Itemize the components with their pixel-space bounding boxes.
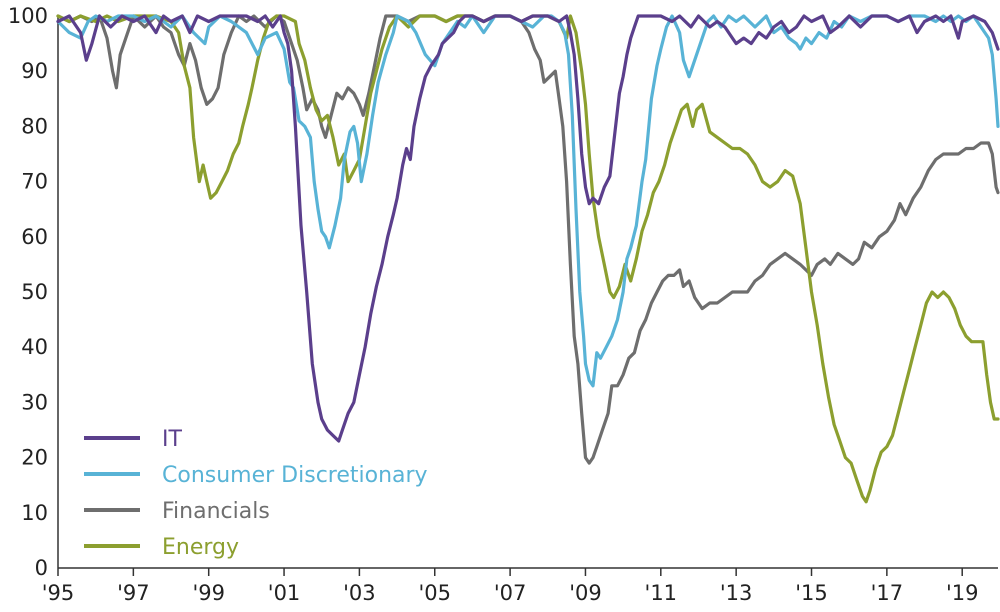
x-tick-label: '05 [419, 581, 452, 605]
x-tick-label: '09 [569, 581, 602, 605]
x-tick-label: '95 [42, 581, 75, 605]
x-tick-label: '11 [645, 581, 678, 605]
x-tick-label: '13 [720, 581, 753, 605]
y-tick-label: 60 [21, 225, 48, 249]
series-line-energy [56, 14, 1000, 504]
x-tick-label: '17 [871, 581, 904, 605]
x-tick-label: '07 [494, 581, 527, 605]
x-tick-label: '15 [795, 581, 828, 605]
x-tick-label: '19 [946, 581, 979, 605]
series-line-it [56, 14, 1000, 443]
series-lines [56, 14, 1000, 504]
x-tick-label: '97 [117, 581, 150, 605]
y-tick-label: 10 [21, 501, 48, 525]
x-tick-label: '03 [343, 581, 376, 605]
axes: 0 10 20 30 40 50 60 70 80 90 100 '95 '97 '99 '01 '03 '05… [8, 4, 998, 605]
x-tick-label: '99 [192, 581, 225, 605]
y-tick-label: 30 [21, 390, 48, 414]
y-tick-label: 80 [21, 114, 48, 138]
legend-label: Financials [162, 499, 270, 524]
series-line-consumer-discretionary [56, 14, 1000, 388]
x-tick-label: '01 [268, 581, 301, 605]
series-line-financials [56, 14, 1000, 465]
legend-label: IT [162, 427, 182, 452]
y-tick-label: 20 [21, 446, 48, 470]
y-tick-label: 100 [8, 4, 48, 28]
y-tick-label: 90 [21, 59, 48, 83]
y-tick-label: 70 [21, 170, 48, 194]
y-tick-label: 0 [35, 556, 48, 580]
y-tick-label: 40 [21, 335, 48, 359]
legend-label: Energy [162, 535, 239, 560]
y-tick-label: 50 [21, 280, 48, 304]
legend-label: Consumer Discretionary [162, 463, 428, 488]
legend: IT Consumer Discretionary Financials Energy [84, 427, 428, 560]
